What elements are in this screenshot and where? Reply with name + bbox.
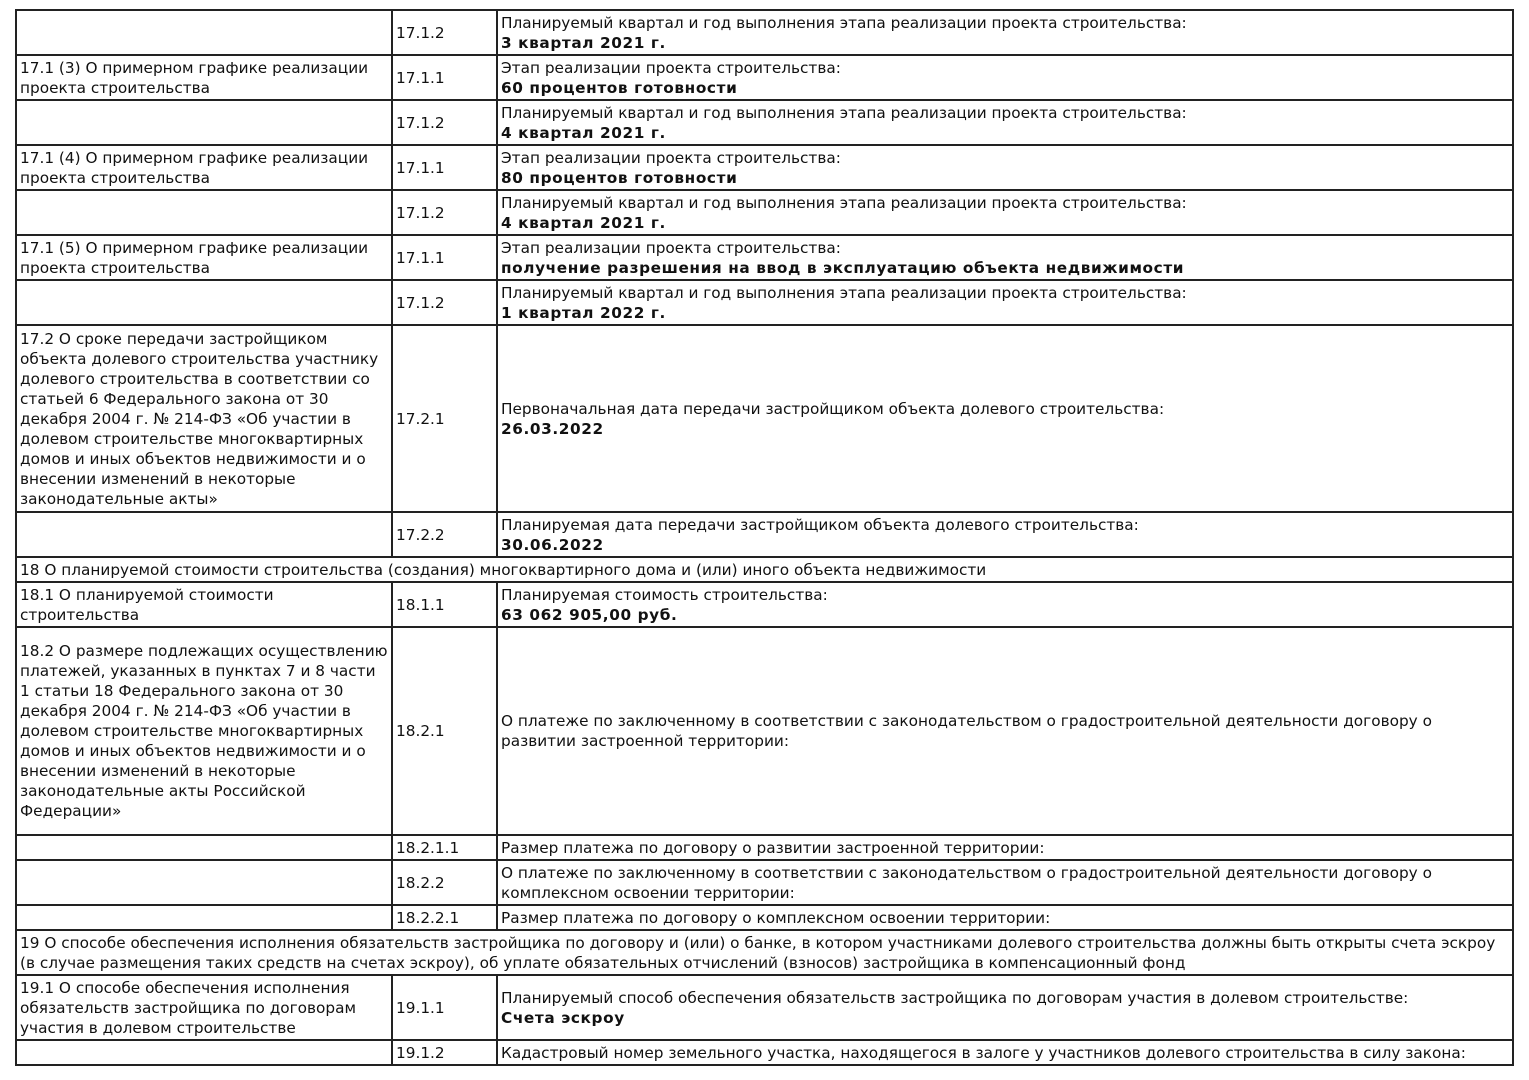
- item-content: О платеже по заключенному в соответствии…: [496, 859, 1514, 906]
- item-label: О платеже по заключенному в соответствии…: [501, 712, 1432, 750]
- item-number: 17.1.2: [391, 279, 498, 326]
- item-value: Счета эскроу: [501, 1008, 625, 1027]
- item-label: Кадастровый номер земельного участка, на…: [501, 1043, 1466, 1062]
- item-number: 17.1.1: [391, 234, 498, 281]
- table-row: 19.1 О способе обеспечения исполнения об…: [15, 974, 1514, 1041]
- table-row: 18.2.2.1 Размер платежа по договору о ком…: [15, 904, 1514, 931]
- item-label: Планируемый способ обеспечения обязатель…: [501, 988, 1409, 1007]
- item-number: 17.1.2: [391, 99, 498, 146]
- table-row: 17.1.2 Планируемый квартал и год выполнен…: [15, 9, 1514, 56]
- table-row: 17.2.2 Планируемая дата передачи застройщ…: [15, 511, 1514, 558]
- item-label: Планируемая стоимость строительства:: [501, 585, 828, 604]
- item-number: 17.2.1: [391, 324, 498, 513]
- item-number: 18.2.1.1: [391, 834, 498, 861]
- item-number: 17.1.1: [391, 144, 498, 191]
- item-label: Планируемый квартал и год выполнения эта…: [501, 193, 1187, 212]
- section-header-row: 18 О планируемой стоимости строительства…: [15, 556, 1514, 583]
- section-cell: [15, 1039, 393, 1066]
- item-value: 80 процентов готовности: [501, 168, 738, 187]
- item-number: 18.2.2.1: [391, 904, 498, 931]
- item-content: Кадастровый номер земельного участка, на…: [496, 1039, 1514, 1066]
- item-label: Планируемый квартал и год выполнения эта…: [501, 103, 1187, 122]
- item-number: 17.2.2: [391, 511, 498, 558]
- section-cell: 17.1 (3) О примерном графике реализации …: [15, 54, 393, 101]
- declaration-table: 17.1.2 Планируемый квартал и год выполнен…: [15, 9, 1514, 1066]
- section-cell: [15, 511, 393, 558]
- section-cell: [15, 9, 393, 56]
- table-row: 17.2 О сроке передачи застройщиком объек…: [15, 324, 1514, 513]
- item-content: Размер платежа по договору о комплексном…: [496, 904, 1514, 931]
- item-value: 4 квартал 2021 г.: [501, 123, 666, 142]
- item-content: Планируемый квартал и год выполнения эта…: [496, 9, 1514, 56]
- item-number: 18.2.1: [391, 626, 498, 836]
- item-number: 17.1.2: [391, 9, 498, 56]
- item-content: О платеже по заключенному в соответствии…: [496, 626, 1514, 836]
- item-content: Размер платежа по договору о развитии за…: [496, 834, 1514, 861]
- item-content: Этап реализации проекта строительства: 60…: [496, 54, 1514, 101]
- item-content: Планируемый квартал и год выполнения эта…: [496, 189, 1514, 236]
- section-cell: [15, 859, 393, 906]
- table-row: 18.1 О планируемой стоимости строительст…: [15, 581, 1514, 628]
- item-value: получение разрешения на ввод в эксплуата…: [501, 258, 1185, 277]
- item-value: 60 процентов готовности: [501, 78, 738, 97]
- section-title: 19 О способе обеспечения исполнения обяз…: [15, 929, 1514, 976]
- item-number: 17.1.2: [391, 189, 498, 236]
- item-value: 63 062 905,00 руб.: [501, 605, 678, 624]
- item-content: Планируемый квартал и год выполнения эта…: [496, 99, 1514, 146]
- table-row: 19.1.2 Кадастровый номер земельного участ…: [15, 1039, 1514, 1066]
- section-cell: [15, 189, 393, 236]
- section-cell: 18.1 О планируемой стоимости строительст…: [15, 581, 393, 628]
- section-cell: 17.1 (4) О примерном графике реализации …: [15, 144, 393, 191]
- item-value: 26.03.2022: [501, 419, 604, 438]
- item-label: О платеже по заключенному в соответствии…: [501, 863, 1432, 902]
- item-content: Этап реализации проекта строительства: по…: [496, 234, 1514, 281]
- item-value: 4 квартал 2021 г.: [501, 213, 666, 232]
- item-number: 18.2.2: [391, 859, 498, 906]
- table-row: 17.1 (5) О примерном графике реализации …: [15, 234, 1514, 281]
- section-header-row: 19 О способе обеспечения исполнения обяз…: [15, 929, 1514, 976]
- item-number: 19.1.2: [391, 1039, 498, 1066]
- table-row: 18.2.2 О платеже по заключенному в соотве…: [15, 859, 1514, 906]
- table-row: 18.2 О размере подлежащих осуществлению …: [15, 626, 1514, 836]
- section-cell: [15, 904, 393, 931]
- item-label: Этап реализации проекта строительства:: [501, 58, 841, 77]
- section-cell: [15, 279, 393, 326]
- item-value: 1 квартал 2022 г.: [501, 303, 666, 322]
- table-row: 17.1 (3) О примерном графике реализации …: [15, 54, 1514, 101]
- table-row: 17.1.2 Планируемый квартал и год выполнен…: [15, 279, 1514, 326]
- table-row: 17.1.2 Планируемый квартал и год выполнен…: [15, 189, 1514, 236]
- item-value: 3 квартал 2021 г.: [501, 33, 666, 52]
- item-value: 30.06.2022: [501, 535, 604, 554]
- item-label: Размер платежа по договору о комплексном…: [501, 908, 1051, 927]
- section-cell: 17.2 О сроке передачи застройщиком объек…: [15, 324, 393, 513]
- section-cell: [15, 834, 393, 861]
- item-number: 17.1.1: [391, 54, 498, 101]
- table-row: 18.2.1.1 Размер платежа по договору о раз…: [15, 834, 1514, 861]
- section-title: 18 О планируемой стоимости строительства…: [15, 556, 1514, 583]
- table-row: 17.1 (4) О примерном графике реализации …: [15, 144, 1514, 191]
- item-label: Этап реализации проекта строительства:: [501, 238, 841, 257]
- table-row: 17.1.2 Планируемый квартал и год выполнен…: [15, 99, 1514, 146]
- item-number: 19.1.1: [391, 974, 498, 1041]
- item-content: Планируемый квартал и год выполнения эта…: [496, 279, 1514, 326]
- item-label: Этап реализации проекта строительства:: [501, 148, 841, 167]
- section-cell: 17.1 (5) О примерном графике реализации …: [15, 234, 393, 281]
- item-label: Планируемая дата передачи застройщиком о…: [501, 515, 1139, 534]
- item-content: Этап реализации проекта строительства: 80…: [496, 144, 1514, 191]
- item-content: Планируемая дата передачи застройщиком о…: [496, 511, 1514, 558]
- item-label: Планируемый квартал и год выполнения эта…: [501, 13, 1187, 32]
- item-content: Планируемая стоимость строительства: 63 0…: [496, 581, 1514, 628]
- item-content: Первоначальная дата передачи застройщико…: [496, 324, 1514, 513]
- section-cell: 19.1 О способе обеспечения исполнения об…: [15, 974, 393, 1041]
- item-label: Размер платежа по договору о развитии за…: [501, 838, 1045, 857]
- section-cell: 18.2 О размере подлежащих осуществлению …: [15, 626, 393, 836]
- section-cell: [15, 99, 393, 146]
- item-label: Первоначальная дата передачи застройщико…: [501, 399, 1165, 418]
- item-content: Планируемый способ обеспечения обязатель…: [496, 974, 1514, 1041]
- item-number: 18.1.1: [391, 581, 498, 628]
- item-label: Планируемый квартал и год выполнения эта…: [501, 283, 1187, 302]
